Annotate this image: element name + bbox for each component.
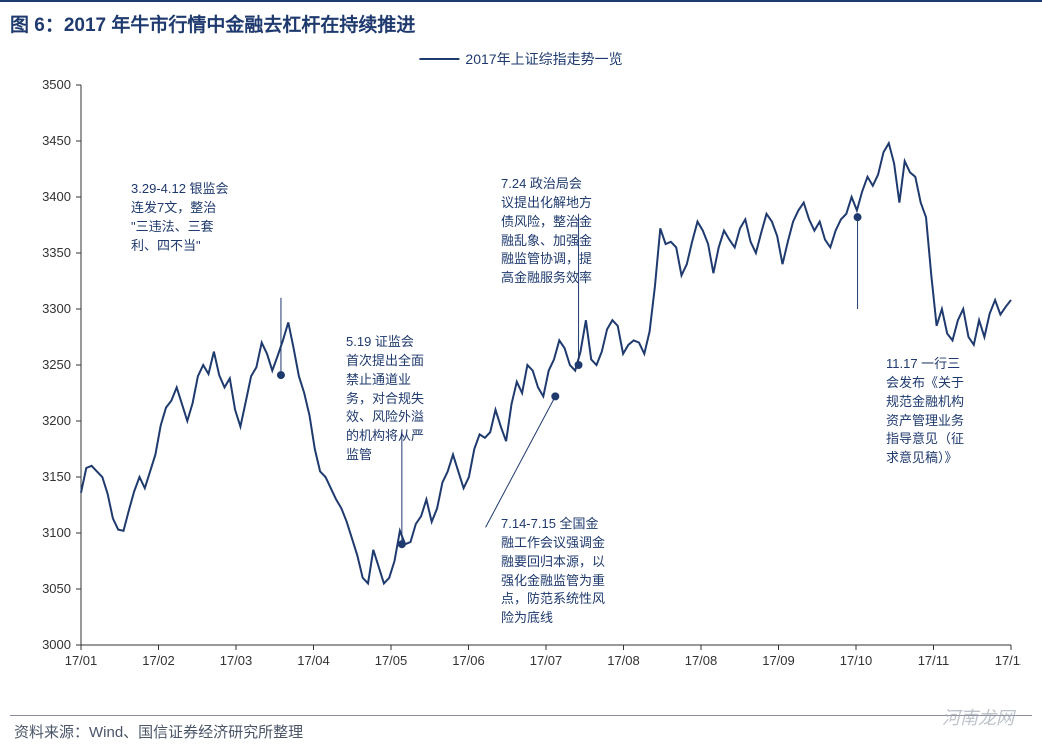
svg-text:17/07: 17/07	[530, 653, 563, 665]
svg-text:3450: 3450	[42, 133, 71, 148]
svg-text:17/02: 17/02	[142, 653, 175, 665]
svg-text:17/05: 17/05	[375, 653, 408, 665]
svg-text:17/08: 17/08	[685, 653, 718, 665]
svg-text:3500: 3500	[42, 77, 71, 92]
legend-label: 2017年上证综指走势一览	[465, 49, 622, 69]
svg-text:17/09: 17/09	[762, 653, 795, 665]
source-label: 资料来源：Wind、国信证券经济研究所整理	[14, 721, 303, 742]
svg-text:17/08: 17/08	[607, 653, 640, 665]
svg-text:17/10: 17/10	[840, 653, 873, 665]
divider	[10, 715, 1032, 716]
svg-text:17/06: 17/06	[452, 653, 485, 665]
annotation-5: 11.17 一行三 会发布《关于 规范金融机构 资产管理业务 指导意见（征 求意…	[886, 355, 964, 468]
annotation-4: 7.14-7.15 全国金 融工作会议强调金 融要回归本源，以 强化金融监管为重…	[501, 515, 605, 628]
legend: 2017年上证综指走势一览	[419, 49, 622, 69]
chart-title: 图 6：2017 年牛市行情中金融去杠杆在持续推进	[0, 0, 1042, 45]
annotation-2: 5.19 证监会 首次提出全面 禁止通道业 务，对合规失 效、风险外溢 的机构将…	[346, 333, 424, 465]
annotation-3: 7.24 政治局会 议提出化解地方 债风险，整治金 融乱象、加强金 融监管协调，…	[501, 175, 592, 288]
svg-text:3000: 3000	[42, 637, 71, 652]
legend-line-icon	[419, 58, 459, 60]
svg-text:17/12: 17/12	[995, 653, 1021, 665]
svg-text:3200: 3200	[42, 413, 71, 428]
svg-text:3350: 3350	[42, 245, 71, 260]
svg-text:17/03: 17/03	[220, 653, 253, 665]
watermark: 河南龙网	[942, 704, 1014, 730]
svg-text:3050: 3050	[42, 581, 71, 596]
svg-text:17/01: 17/01	[65, 653, 98, 665]
svg-text:3400: 3400	[42, 189, 71, 204]
annotation-1: 3.29-4.12 银监会 连发7文，整治 "三违法、三套 利、四不当"	[131, 180, 229, 255]
svg-text:3100: 3100	[42, 525, 71, 540]
svg-text:3150: 3150	[42, 469, 71, 484]
svg-text:17/11: 17/11	[918, 653, 950, 665]
svg-text:3250: 3250	[42, 357, 71, 372]
svg-text:3300: 3300	[42, 301, 71, 316]
svg-text:17/04: 17/04	[297, 653, 330, 665]
chart-container: 2017年上证综指走势一览 3000 3050 3100 3150 3200 3250 33…	[21, 45, 1021, 665]
